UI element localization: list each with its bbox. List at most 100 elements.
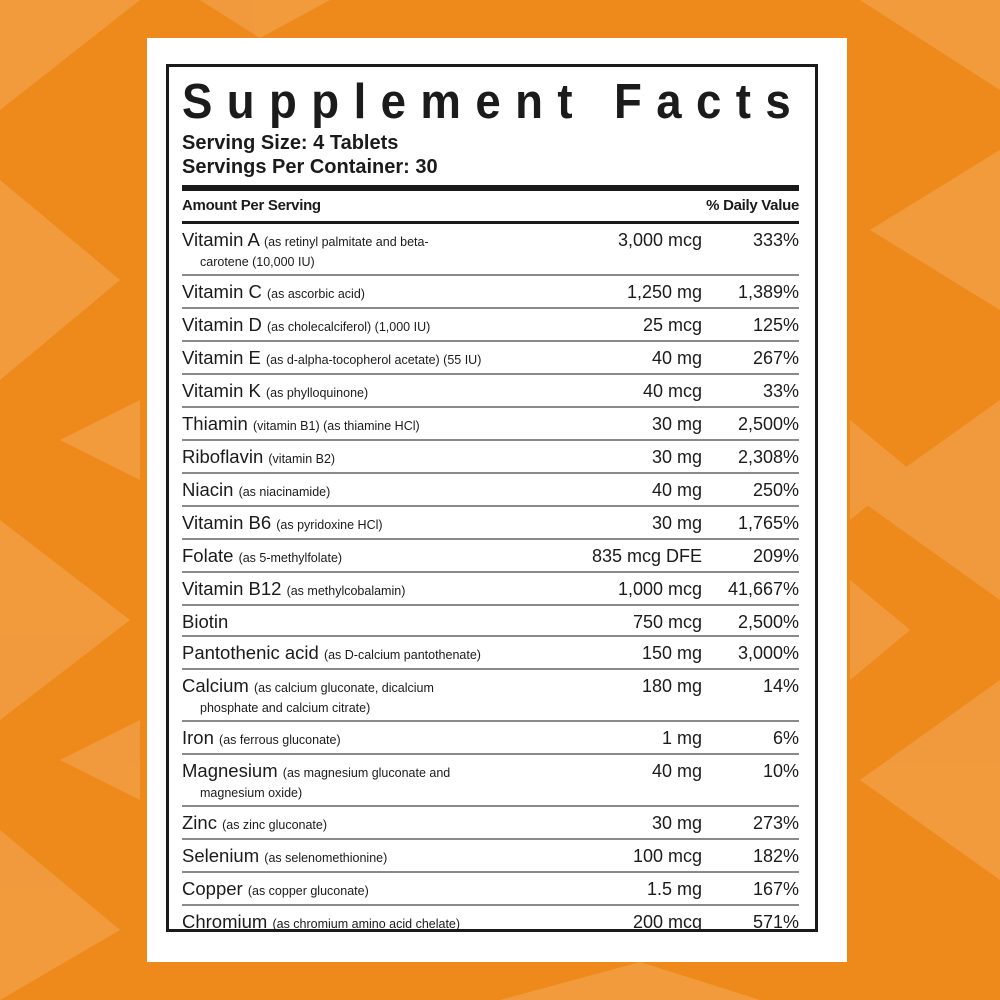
nutrient-name: Selenium [182,845,260,866]
amount: 25 mcg [642,315,702,335]
nutrient-name-cell: Riboflavin (vitamin B2) [182,446,532,470]
nutrient-name: Folate [182,545,234,566]
daily-value: 273% [752,813,799,833]
nutrient-name-cell: Vitamin B12 (as methylcobalamin) [182,578,532,602]
nutrient-name: Iron [182,727,214,748]
nutrient-source: (as cholecalciferol) (1,000 IU) [267,320,431,334]
nutrient-name-cell: Vitamin C (as ascorbic acid) [182,281,532,305]
nutrient-source: (as D-calcium pantothenate) [323,648,481,662]
nutrient-name-cell: Niacin (as niacinamide) [182,479,532,503]
nutrient-source: (as chromium amino acid chelate) [272,917,461,931]
daily-value: 571% [752,912,799,932]
table-row: Vitamin K (as phylloquinone) 40 mcg 33% [182,375,799,408]
nutrient-name-cell: Folate (as 5-methylfolate) [182,545,532,569]
nutrient-source: (as copper gluconate) [247,884,369,898]
nutrient-name-cell: Vitamin B6 (as pyridoxine HCl) [182,512,532,536]
amount: 100 mcg [632,846,702,866]
daily-value: 267% [752,348,799,368]
nutrient-name: Niacin [182,479,234,500]
nutrient-source: (as niacinamide) [238,485,331,499]
nutrient-name: Vitamin C [182,281,262,302]
amount: 150 mg [641,643,702,663]
table-row: Selenium (as selenomethionine) 100 mcg 182… [182,840,799,873]
table-row: Niacin (as niacinamide) 40 mg 250% [182,474,799,507]
nutrient-name: Vitamin A [182,229,259,250]
nutrient-name: Copper [182,878,243,899]
table-row: Zinc (as zinc gluconate) 30 mg 273% [182,807,799,840]
table-row: Folate (as 5-methylfolate) 835 mcg DFE 209… [182,540,799,573]
nutrient-source: (as retinyl palmitate and beta- [263,235,429,249]
nutrient-source: (as ferrous gluconate) [219,733,341,747]
nutrient-name: Riboflavin [182,446,264,467]
nutrient-name: Vitamin D [182,314,262,335]
daily-value: 209% [752,546,799,566]
nutrient-source: (vitamin B2) [268,452,336,466]
daily-value: 2,308% [737,447,799,467]
nutrient-name-cell: Vitamin D (as cholecalciferol) (1,000 IU… [182,314,532,338]
daily-value: 1,765% [737,513,799,533]
nutrient-source: (vitamin B1) (as thiamine HCl) [252,419,420,433]
table-row: Vitamin C (as ascorbic acid) 1,250 mg 1,38… [182,276,799,309]
table-row: Vitamin B12 (as methylcobalamin) 1,000 mc… [182,573,799,606]
daily-value: 182% [752,846,799,866]
nutrient-source: (as 5-methylfolate) [238,551,343,565]
daily-value: 167% [752,879,799,899]
nutrient-name: Zinc [182,812,217,833]
table-row: Thiamin (vitamin B1) (as thiamine HCl) 30… [182,408,799,441]
amount: 180 mg [641,676,702,696]
daily-value: 2,500% [737,414,799,434]
table-row: Vitamin E (as d-alpha-tocopherol acetate… [182,342,799,375]
thick-divider [182,185,799,191]
nutrient-name: Thiamin [182,413,248,434]
daily-value: 10% [762,761,799,781]
daily-value: 2,500% [737,612,799,632]
serving-size: Serving Size: 4 Tablets [182,132,399,154]
table-row: Vitamin D (as cholecalciferol) (1,000 IU… [182,309,799,342]
nutrient-name: Calcium [182,675,249,696]
nutrient-source: (as pyridoxine HCl) [276,518,383,532]
nutrient-name: Vitamin E [182,347,261,368]
amount: 200 mcg [632,912,702,932]
amount: 1,000 mcg [617,579,702,599]
daily-value: 3,000% [737,643,799,663]
nutrient-source: (as methylcobalamin) [286,584,406,598]
table-row: Copper (as copper gluconate) 1.5 mg 167% [182,873,799,906]
daily-value: 125% [752,315,799,335]
daily-value: 1,389% [737,282,799,302]
nutrient-source: (as zinc gluconate) [222,818,328,832]
panel-title: Supplement Facts [182,75,806,129]
amount: 40 mg [651,480,702,500]
daily-value: 333% [752,230,799,250]
label-card: Supplement Facts Serving Size: 4 Tablets… [147,38,847,962]
daily-value: 33% [762,381,799,401]
nutrient-source-cont: carotene (10,000 IU) [200,255,315,269]
nutrient-name-cell: Iron (as ferrous gluconate) [182,727,532,751]
table-row: Iron (as ferrous gluconate) 1 mg 6% [182,722,799,755]
daily-value: 250% [752,480,799,500]
nutrient-name: Chromium [182,911,268,932]
amount: 1.5 mg [646,879,702,899]
header-amount-per-serving: Amount Per Serving [182,197,321,214]
nutrient-source: (as magnesium gluconate and [282,766,451,780]
amount: 30 mg [651,513,702,533]
nutrient-table: Vitamin A (as retinyl palmitate and beta… [182,224,799,937]
nutrient-name-cell: Vitamin K (as phylloquinone) [182,380,532,404]
table-row: Biotin 750 mcg 2,500% [182,606,799,637]
table-header: Amount Per Serving % Daily Value [182,191,799,224]
nutrient-source: (as calcium gluconate, dicalcium [253,681,434,695]
nutrient-name: Vitamin B12 [182,578,282,599]
supplement-facts-panel: Supplement Facts Serving Size: 4 Tablets… [166,64,818,932]
nutrient-name-cell: Copper (as copper gluconate) [182,878,532,902]
table-row: Pantothenic acid (as D-calcium pantothen… [182,637,799,670]
nutrient-name: Magnesium [182,760,278,781]
nutrient-name: Biotin [182,611,229,632]
amount: 30 mg [651,414,702,434]
amount: 30 mg [651,813,702,833]
nutrient-name-cell: Vitamin A (as retinyl palmitate and beta… [182,229,532,272]
amount: 1 mg [661,728,702,748]
nutrient-source-cont: phosphate and calcium citrate) [200,701,371,715]
daily-value: 14% [762,676,799,696]
nutrient-name-cell: Zinc (as zinc gluconate) [182,812,532,836]
nutrient-name-cell: Pantothenic acid (as D-calcium pantothen… [182,642,532,666]
